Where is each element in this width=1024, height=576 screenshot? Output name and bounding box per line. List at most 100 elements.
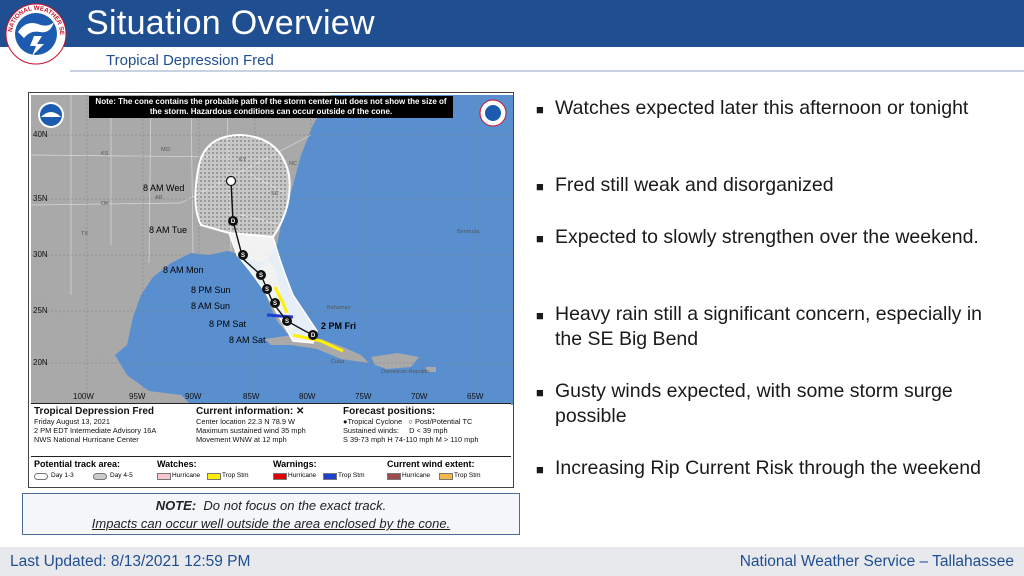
day-4-5-label: Day 4-5 xyxy=(110,472,133,479)
tropical-storm-watch-line xyxy=(273,286,289,314)
svg-text:D: D xyxy=(311,333,316,339)
advisory-date: Friday August 13, 2021 xyxy=(34,417,111,426)
track-point-8am-wed xyxy=(225,175,237,187)
square-bullet-icon: ■ xyxy=(536,179,544,194)
subtitle-divider xyxy=(70,70,1024,72)
bullet-item: ■ Gusty winds expected, with some storm s… xyxy=(536,379,986,456)
bullet-item: ■ Watches expected later this afternoon o… xyxy=(536,96,986,173)
svg-text:65W: 65W xyxy=(467,392,484,401)
hurricane-warning-swatch xyxy=(273,473,287,480)
svg-text:25N: 25N xyxy=(33,306,48,315)
svg-text:S: S xyxy=(259,273,263,279)
nws-logo-icon: NATIONAL WEATHER SERVICE xyxy=(4,2,67,65)
svg-text:8 AM Sat: 8 AM Sat xyxy=(229,335,266,345)
hurricane-warning-label: Hurricane xyxy=(288,472,317,479)
svg-text:80W: 80W xyxy=(299,392,316,401)
ts-warning-label: Trop Stm xyxy=(338,472,365,479)
cuba-land xyxy=(265,335,369,363)
svg-text:40N: 40N xyxy=(33,130,48,139)
forecast-title: Forecast positions: xyxy=(343,406,436,417)
storm-name: Tropical Depression Fred xyxy=(34,406,155,417)
svg-text:AR: AR xyxy=(155,195,163,201)
mexico-land xyxy=(31,295,191,405)
cone-day-4-5 xyxy=(194,133,291,239)
svg-text:MO: MO xyxy=(161,147,171,153)
bullet-text: Gusty winds expected, with some storm su… xyxy=(555,380,953,427)
page-subtitle: Tropical Depression Fred xyxy=(106,52,274,69)
ts-wind-swatch xyxy=(439,473,453,480)
cone-day-1-3 xyxy=(227,232,318,344)
svg-text:S: S xyxy=(273,301,277,307)
track-point-8pm-sat xyxy=(270,298,280,308)
bullet-item: ■ Increasing Rip Current Risk through the… xyxy=(536,456,986,533)
post-tc-label: Post/Potential TC xyxy=(414,417,473,426)
hurricane-watch-label: Hurricane xyxy=(172,472,201,479)
square-bullet-icon: ■ xyxy=(536,308,544,323)
svg-text:KY: KY xyxy=(239,157,247,163)
bullet-list: ■ Watches expected later this afternoon o… xyxy=(536,96,986,533)
svg-text:8 AM Sun: 8 AM Sun xyxy=(191,301,230,311)
square-bullet-icon: ■ xyxy=(536,462,544,477)
legend-watches: Watches: xyxy=(157,459,197,469)
forecast-positions: Forecast positions: ●Tropical Cyclone ○ … xyxy=(343,406,479,444)
svg-text:TX: TX xyxy=(81,231,88,237)
ts-watch-swatch xyxy=(207,473,221,480)
track-point-2pm-fri xyxy=(308,330,318,340)
bullet-text: Watches expected later this afternoon or… xyxy=(555,97,969,119)
ts-wind-label: Trop Stm xyxy=(454,472,481,479)
current-info-title: Current information: xyxy=(196,406,294,417)
header-bar xyxy=(0,0,1024,47)
svg-text:OK: OK xyxy=(101,201,109,207)
hurricane-wind-swatch xyxy=(387,473,401,480)
svg-text:8 PM Sat: 8 PM Sat xyxy=(209,319,247,329)
footer-bar xyxy=(0,547,1024,576)
svg-text:75W: 75W xyxy=(355,392,372,401)
svg-text:20N: 20N xyxy=(33,358,48,367)
bullet-text: Heavy rain still a significant concern, … xyxy=(555,303,983,350)
svg-text:S: S xyxy=(265,287,269,293)
legend: Potential track area: Day 1-3 Day 4-5 Wa… xyxy=(31,456,511,486)
square-bullet-icon: ■ xyxy=(536,102,544,117)
noaa-logo-icon xyxy=(38,102,64,128)
movement: Movement WNW at 12 mph xyxy=(196,435,287,444)
bullet-text: Expected to slowly strengthen over the w… xyxy=(555,226,979,248)
d-label: D < 39 mph xyxy=(409,426,448,435)
advisory-number: 2 PM EDT Intermediate Advisory 16A xyxy=(34,426,157,435)
track-point-8am-mon xyxy=(238,250,248,260)
day-1-3-swatch xyxy=(34,473,48,480)
tc-label: Tropical Cyclone xyxy=(347,417,403,426)
hurricane-wind-label: Hurricane xyxy=(402,472,431,479)
center-location: Center location 22.3 N 78.9 W xyxy=(196,417,296,426)
last-updated: Last Updated: 8/13/2021 12:59 PM xyxy=(10,553,251,570)
ts-warning-swatch xyxy=(323,473,337,480)
svg-text:KS: KS xyxy=(101,151,109,157)
svg-text:35N: 35N xyxy=(33,194,48,203)
office-name: National Weather Service – Tallahassee xyxy=(739,553,1014,570)
page-title: Situation Overview xyxy=(86,4,375,42)
svg-text:30N: 30N xyxy=(33,250,48,259)
square-bullet-icon: ■ xyxy=(536,385,544,400)
svg-text:2 PM Fri: 2 PM Fri xyxy=(321,321,356,331)
svg-text:D: D xyxy=(231,219,236,225)
square-bullet-icon: ■ xyxy=(536,231,544,246)
track-point-8am-tue xyxy=(228,216,238,226)
intensity-key: S 39-73 mph H 74-110 mph M > 110 mph xyxy=(343,435,479,444)
bullet-item: ■ Heavy rain still a significant concern,… xyxy=(536,302,986,379)
svg-text:Bermuda: Bermuda xyxy=(457,229,480,235)
track-point-8am-sat xyxy=(282,316,292,326)
svg-text:85W: 85W xyxy=(243,392,260,401)
svg-text:S: S xyxy=(285,319,289,325)
svg-text:8 PM Sun: 8 PM Sun xyxy=(191,285,231,295)
note-box: NOTE: Do not focus on the exact track. I… xyxy=(22,493,520,535)
bullet-item: ■ Fred still weak and disorganized xyxy=(536,173,986,225)
svg-text:Dominican Republic: Dominican Republic xyxy=(381,369,430,375)
svg-text:SC: SC xyxy=(271,191,279,197)
note-line-2: Impacts can occur well outside the area … xyxy=(91,516,451,531)
note-line-1: Do not focus on the exact track. xyxy=(203,498,387,513)
legend-warnings: Warnings: xyxy=(273,459,317,469)
svg-text:90W: 90W xyxy=(185,392,202,401)
svg-text:Bahamas: Bahamas xyxy=(327,305,350,311)
svg-text:95W: 95W xyxy=(129,392,146,401)
ts-watch-label: Trop Stm xyxy=(222,472,249,479)
hurricane-watch-swatch xyxy=(157,473,171,480)
